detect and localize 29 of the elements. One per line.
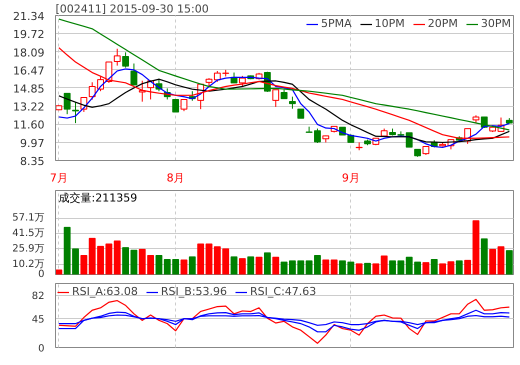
y-tick-label: 0	[38, 344, 45, 354]
y-tick-label: 9.97	[20, 136, 45, 150]
y-tick-label: 0	[38, 269, 45, 280]
y-tick-label: 82	[32, 291, 45, 302]
legend-label: 30PM	[480, 17, 511, 30]
legend-label: 10PM	[374, 17, 405, 30]
y-tick-label: 21.34	[13, 10, 45, 23]
y-tick-label: 57.1万	[12, 212, 44, 224]
y-tick-label: 41.5万	[12, 228, 44, 239]
y-tick-label: 10.2万	[12, 258, 44, 270]
y-tick-label: 16.47	[13, 64, 45, 78]
legend-label: 5PMA	[320, 17, 352, 30]
y-tick-label: 45	[32, 314, 45, 326]
y-tick-label: 25.9万	[12, 243, 44, 254]
y-tick-label: 18.09	[13, 46, 45, 60]
y-tick-label: 8.35	[20, 155, 45, 168]
legend-label: RSI_C:47.63	[250, 285, 316, 298]
y-tick-label: 14.85	[13, 82, 45, 96]
chart-title: 成交量:211359	[58, 192, 138, 204]
legend-label: RSI_B:53.96	[160, 285, 228, 298]
legend-label: 20PM	[428, 17, 458, 30]
chart-title: [002411] 2015-09-30 15:00	[56, 2, 209, 16]
y-tick-label: 19.72	[13, 28, 45, 42]
y-tick-label: 13.22	[13, 100, 45, 114]
x-tick-label: 9月	[342, 172, 360, 184]
series-label: RSI_A:63.08	[72, 285, 138, 298]
y-tick-label: 11.60	[13, 118, 45, 132]
x-tick-label: 8月	[166, 172, 185, 184]
x-tick-label: 7月	[50, 172, 68, 184]
